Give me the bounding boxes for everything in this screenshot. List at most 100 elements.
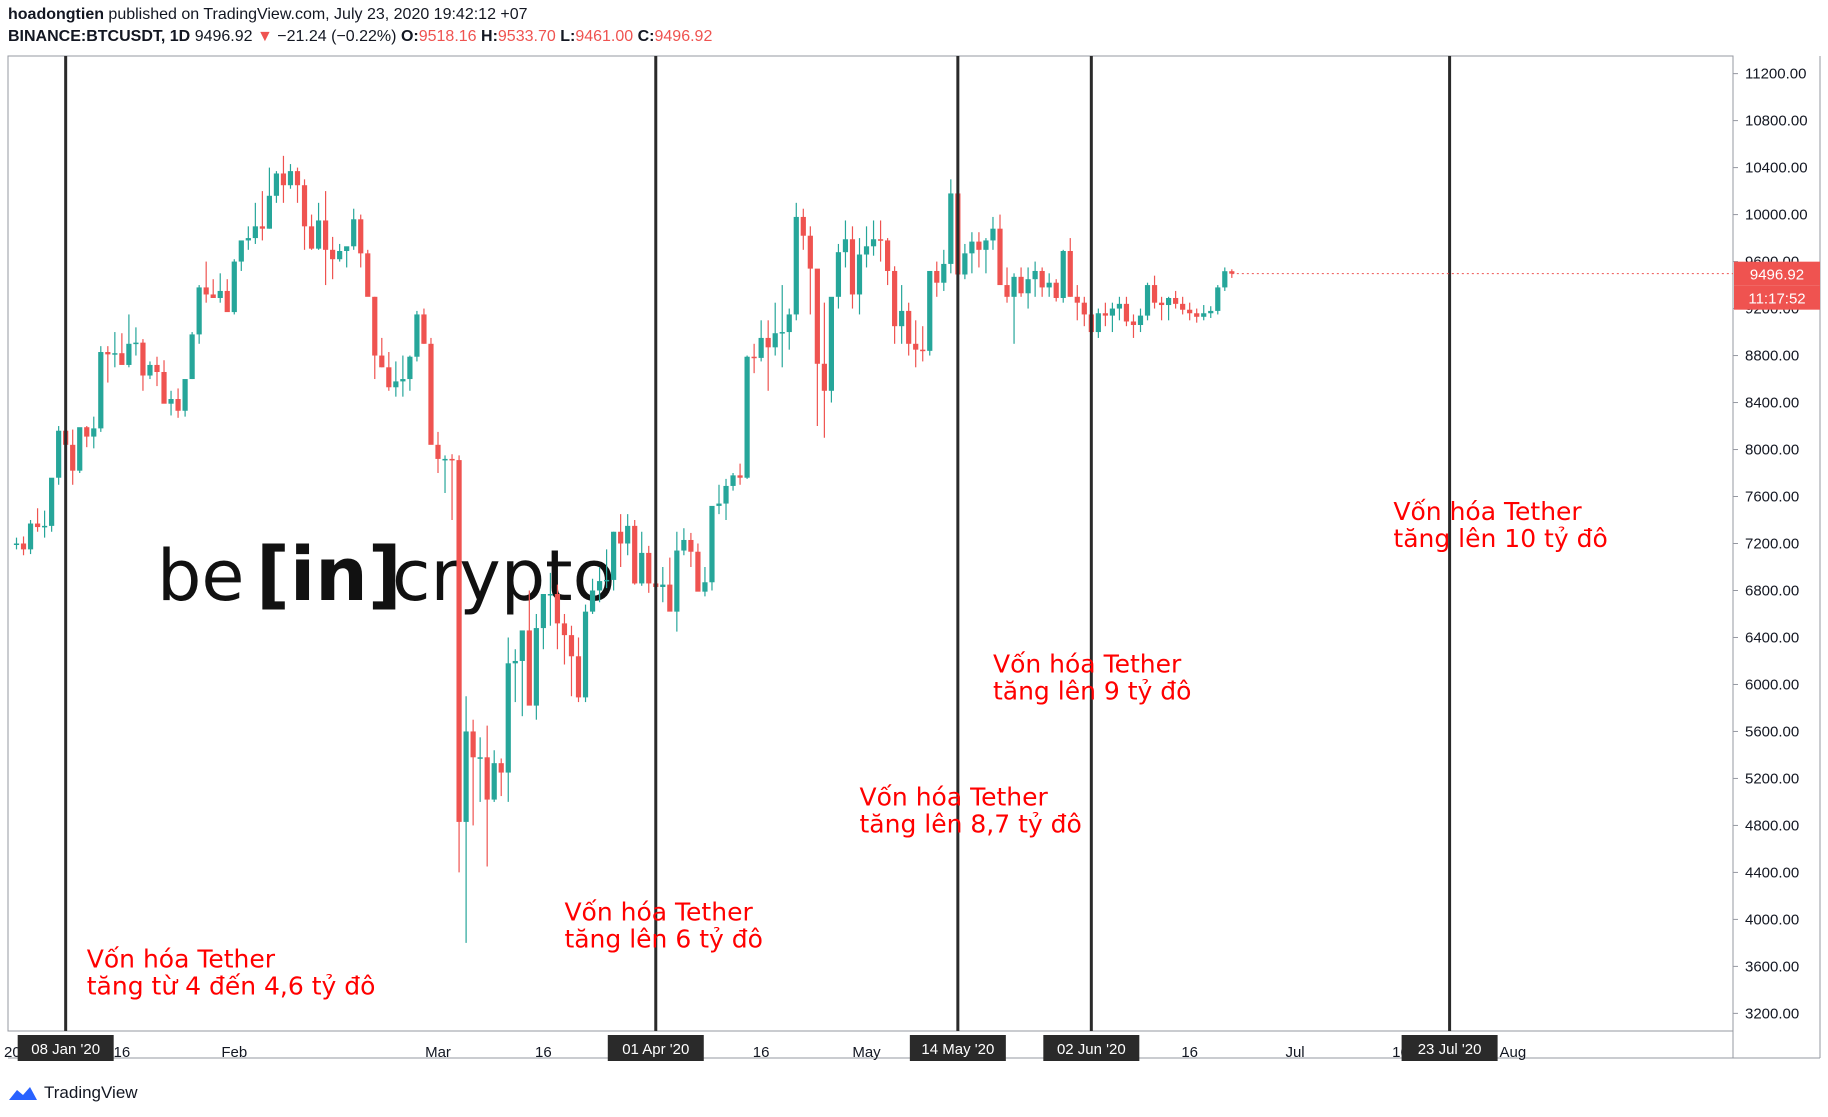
candle-body <box>112 353 118 355</box>
candle-body <box>772 333 778 348</box>
candle-body <box>899 310 905 327</box>
price-axis[interactable]: 11200.0010800.0010400.0010000.009600.009… <box>1733 66 1808 1023</box>
annotation-line1: Vốn hóa Tether <box>564 898 753 927</box>
candle-body <box>140 342 146 376</box>
candle-body <box>421 314 427 344</box>
candle-body <box>463 731 469 822</box>
candle-body <box>793 216 799 315</box>
candle-body <box>969 241 975 254</box>
annotation-line2: tăng từ 4 đến 4,6 tỷ đô <box>87 972 376 1001</box>
candle-body <box>1166 297 1172 306</box>
candle-body <box>287 171 294 186</box>
candle-body <box>119 353 125 365</box>
candle-body <box>877 239 884 241</box>
candle-body <box>91 428 97 437</box>
candle-body <box>217 290 223 298</box>
candle-body <box>182 379 188 411</box>
candle-body <box>1215 287 1221 311</box>
candle-body <box>1067 251 1073 297</box>
candle-body <box>1004 285 1010 297</box>
candle-body <box>758 337 764 358</box>
tradingview-brand: TradingView <box>44 1083 138 1102</box>
candle-body <box>1194 313 1200 317</box>
candle-body <box>484 757 490 800</box>
price-change: −21.24 (−0.22%) <box>277 28 397 45</box>
candle-body <box>744 356 750 478</box>
candle-body <box>990 228 996 241</box>
high-label: H: <box>481 28 498 45</box>
date-label: 02 Jun '20 <box>1057 1041 1126 1058</box>
candle-body <box>1222 271 1228 288</box>
date-label: 01 Apr '20 <box>622 1041 689 1058</box>
candle-body <box>13 543 20 545</box>
open-value: 9518.16 <box>418 28 477 45</box>
candle-body <box>1046 282 1052 288</box>
last-price-tag-text: 9496.92 <box>1750 267 1804 284</box>
y-tick-label: 5200.00 <box>1745 770 1799 787</box>
tradingview-logo[interactable]: TradingView <box>8 1083 138 1103</box>
down-arrow-icon: ▼ <box>256 28 273 45</box>
y-tick-label: 5600.00 <box>1745 723 1799 740</box>
x-tick-label: Jul <box>1285 1044 1304 1061</box>
y-tick-label: 8000.00 <box>1745 442 1799 459</box>
candle-body <box>604 579 610 582</box>
candle-body <box>632 525 638 584</box>
candle-body <box>1074 296 1080 303</box>
candle-body <box>934 270 940 283</box>
candle-body <box>596 581 603 591</box>
candle-body <box>315 220 322 249</box>
candle-body <box>751 356 757 359</box>
candle-body <box>435 444 441 459</box>
candle-body <box>821 363 827 391</box>
candle-body <box>1173 297 1179 304</box>
candle-body <box>660 584 666 587</box>
candle-body <box>20 543 27 550</box>
candle-body <box>568 635 575 657</box>
candle-body <box>379 355 385 368</box>
candle-body <box>196 287 202 335</box>
candle-body <box>259 226 265 229</box>
candle-body <box>639 552 645 584</box>
candle-body <box>344 246 350 251</box>
candle-body <box>1025 279 1031 294</box>
candle-body <box>547 594 553 596</box>
publisher-name[interactable]: hoadongtien <box>8 6 104 23</box>
y-tick-label: 6000.00 <box>1745 676 1799 693</box>
date-label: 23 Jul '20 <box>1418 1041 1482 1058</box>
symbol-label[interactable]: BINANCE:BTCUSDT, 1D <box>8 28 191 45</box>
candle-body <box>519 630 525 661</box>
candle-body <box>1102 313 1108 316</box>
candle-body <box>702 582 708 592</box>
candle-body <box>175 399 181 411</box>
y-tick-label: 7600.00 <box>1745 489 1799 506</box>
y-tick-label: 6800.00 <box>1745 582 1799 599</box>
candle-body <box>997 228 1003 286</box>
candle-body <box>449 458 455 461</box>
candle-body <box>1180 303 1186 310</box>
candle-body <box>526 630 532 706</box>
x-tick-label: Feb <box>221 1044 247 1061</box>
candle-body <box>540 594 546 629</box>
candle-body <box>49 477 55 526</box>
candle-body <box>1032 270 1038 280</box>
candle-body <box>224 290 230 313</box>
candle-body <box>365 253 371 297</box>
candle-body <box>1011 276 1017 297</box>
candle-body <box>807 235 813 269</box>
candle-body <box>1060 251 1066 298</box>
candle-body <box>238 240 244 262</box>
candle-body <box>892 270 898 327</box>
candle-body <box>400 379 406 382</box>
watermark-crypto: crypto <box>392 535 615 617</box>
candle-body <box>1018 276 1024 294</box>
candle-body <box>962 253 968 275</box>
candle-body <box>1039 270 1045 288</box>
candle-body <box>266 195 272 229</box>
candle-body <box>1158 302 1165 306</box>
countdown-tag-text: 11:17:52 <box>1748 291 1805 308</box>
candle-body <box>765 337 771 348</box>
y-tick-label: 6400.00 <box>1745 629 1799 646</box>
